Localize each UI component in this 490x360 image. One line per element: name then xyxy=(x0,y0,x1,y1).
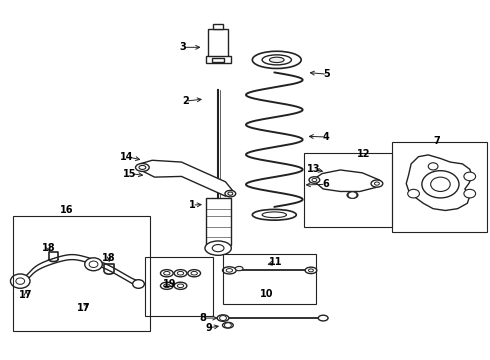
Text: 1: 1 xyxy=(189,200,196,210)
Ellipse shape xyxy=(160,282,173,289)
Ellipse shape xyxy=(270,57,284,63)
Ellipse shape xyxy=(262,55,292,65)
Text: 15: 15 xyxy=(123,168,137,179)
Ellipse shape xyxy=(222,322,233,328)
Ellipse shape xyxy=(305,267,317,274)
Ellipse shape xyxy=(252,210,296,220)
Circle shape xyxy=(431,177,450,192)
Text: 11: 11 xyxy=(269,257,282,267)
Ellipse shape xyxy=(371,180,383,187)
Ellipse shape xyxy=(312,179,317,181)
Ellipse shape xyxy=(191,271,197,275)
Text: 18: 18 xyxy=(42,243,55,253)
Ellipse shape xyxy=(139,166,146,170)
Bar xyxy=(206,56,231,63)
Ellipse shape xyxy=(164,271,170,275)
Bar xyxy=(212,58,224,62)
Text: 17: 17 xyxy=(19,291,33,301)
Bar xyxy=(223,253,316,304)
Ellipse shape xyxy=(174,270,187,277)
Circle shape xyxy=(224,323,231,328)
Text: 3: 3 xyxy=(179,42,186,52)
Ellipse shape xyxy=(374,182,379,185)
Bar xyxy=(213,24,223,30)
Ellipse shape xyxy=(252,51,301,68)
Text: 17: 17 xyxy=(77,303,91,313)
Circle shape xyxy=(85,258,102,271)
Ellipse shape xyxy=(174,282,187,289)
Ellipse shape xyxy=(228,192,233,195)
Circle shape xyxy=(408,189,419,198)
Ellipse shape xyxy=(177,284,184,288)
Bar xyxy=(208,30,228,58)
Ellipse shape xyxy=(235,266,243,271)
Text: 13: 13 xyxy=(307,164,320,174)
Ellipse shape xyxy=(262,212,287,218)
Ellipse shape xyxy=(205,241,231,255)
Circle shape xyxy=(348,192,357,198)
Ellipse shape xyxy=(136,163,149,171)
Bar xyxy=(392,142,487,232)
Ellipse shape xyxy=(160,270,173,277)
Bar xyxy=(145,257,213,316)
Text: 8: 8 xyxy=(199,313,206,323)
Text: 5: 5 xyxy=(324,69,330,79)
Circle shape xyxy=(220,316,226,320)
Circle shape xyxy=(133,280,145,288)
Ellipse shape xyxy=(309,269,314,272)
Ellipse shape xyxy=(347,192,358,198)
Ellipse shape xyxy=(217,315,229,321)
Text: 14: 14 xyxy=(120,152,133,162)
Text: 2: 2 xyxy=(182,96,189,106)
Ellipse shape xyxy=(225,190,236,197)
Polygon shape xyxy=(406,155,472,211)
Bar xyxy=(206,198,231,244)
Ellipse shape xyxy=(309,177,320,183)
Bar xyxy=(304,153,392,226)
Polygon shape xyxy=(313,170,379,192)
Text: 10: 10 xyxy=(260,289,274,299)
Text: 16: 16 xyxy=(60,206,74,216)
Ellipse shape xyxy=(226,269,233,272)
Ellipse shape xyxy=(318,315,328,321)
Polygon shape xyxy=(140,160,233,196)
Text: 9: 9 xyxy=(206,323,213,333)
Circle shape xyxy=(16,278,24,284)
Ellipse shape xyxy=(212,244,224,252)
Text: 19: 19 xyxy=(163,279,176,289)
Text: 7: 7 xyxy=(433,136,440,145)
Text: 18: 18 xyxy=(102,253,116,263)
Circle shape xyxy=(464,189,476,198)
Ellipse shape xyxy=(164,284,170,288)
Circle shape xyxy=(10,274,30,288)
Ellipse shape xyxy=(222,267,236,274)
Text: 4: 4 xyxy=(322,132,329,142)
Ellipse shape xyxy=(177,271,184,275)
Circle shape xyxy=(89,261,98,267)
Circle shape xyxy=(464,172,476,181)
Circle shape xyxy=(428,163,438,170)
Circle shape xyxy=(422,171,459,198)
Text: 6: 6 xyxy=(322,179,329,189)
Bar xyxy=(13,216,150,330)
Ellipse shape xyxy=(188,270,200,277)
Text: 12: 12 xyxy=(357,149,370,159)
